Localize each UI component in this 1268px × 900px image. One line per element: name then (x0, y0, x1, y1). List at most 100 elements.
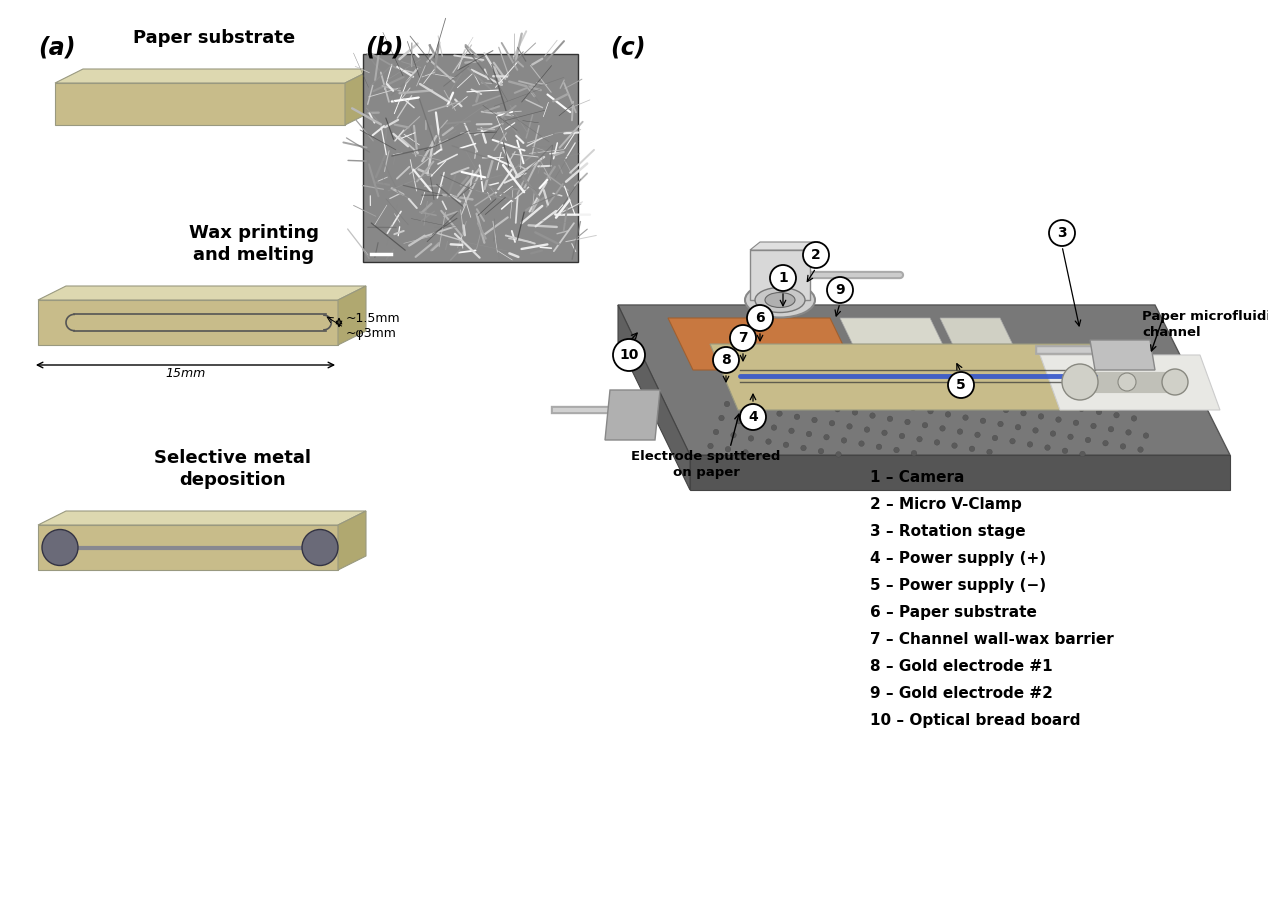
Circle shape (833, 361, 839, 367)
Circle shape (1009, 393, 1014, 399)
Text: (c): (c) (610, 35, 645, 59)
Polygon shape (55, 83, 345, 125)
Polygon shape (940, 318, 1025, 370)
Circle shape (886, 371, 891, 376)
Circle shape (42, 529, 79, 565)
Polygon shape (38, 286, 366, 300)
Circle shape (730, 325, 756, 351)
Circle shape (1103, 440, 1108, 446)
Circle shape (747, 391, 753, 396)
Circle shape (1003, 407, 1009, 413)
Circle shape (1068, 434, 1073, 439)
Circle shape (730, 432, 737, 438)
Circle shape (1049, 385, 1055, 392)
Circle shape (725, 446, 730, 452)
Circle shape (987, 449, 993, 454)
Circle shape (724, 401, 730, 407)
Circle shape (1137, 446, 1144, 453)
Ellipse shape (754, 287, 805, 312)
Circle shape (781, 352, 787, 357)
Text: 6 – Paper substrate: 6 – Paper substrate (870, 605, 1037, 620)
Circle shape (789, 428, 794, 434)
Circle shape (891, 356, 898, 363)
Circle shape (864, 382, 869, 387)
Circle shape (804, 341, 810, 346)
Circle shape (1056, 417, 1061, 422)
Circle shape (985, 404, 992, 410)
Circle shape (904, 419, 910, 425)
Polygon shape (38, 525, 339, 570)
Circle shape (729, 387, 735, 392)
Circle shape (770, 380, 776, 385)
Polygon shape (339, 286, 366, 345)
Circle shape (1032, 382, 1037, 388)
Circle shape (777, 410, 782, 417)
Text: 4: 4 (748, 410, 758, 424)
Circle shape (979, 373, 985, 378)
Text: (b): (b) (365, 35, 403, 59)
Circle shape (787, 382, 794, 389)
Circle shape (975, 432, 980, 437)
Circle shape (1009, 438, 1016, 444)
Circle shape (824, 435, 829, 440)
Circle shape (806, 431, 812, 436)
Circle shape (803, 242, 829, 268)
Polygon shape (55, 69, 373, 83)
Circle shape (1144, 433, 1149, 438)
Polygon shape (363, 54, 578, 262)
Circle shape (839, 347, 844, 353)
Circle shape (776, 365, 781, 371)
Circle shape (818, 448, 824, 454)
Circle shape (841, 437, 847, 443)
Circle shape (1049, 220, 1075, 246)
Circle shape (980, 418, 985, 424)
Circle shape (836, 452, 841, 457)
Circle shape (888, 416, 893, 421)
Circle shape (969, 400, 974, 407)
Circle shape (945, 366, 950, 372)
Text: 3 – Rotation stage: 3 – Rotation stage (870, 524, 1026, 539)
Circle shape (857, 396, 864, 401)
Circle shape (799, 355, 804, 360)
Circle shape (1136, 401, 1142, 407)
Circle shape (962, 415, 969, 420)
Circle shape (800, 400, 805, 406)
Circle shape (927, 364, 932, 369)
Circle shape (1045, 445, 1050, 450)
Circle shape (969, 446, 975, 452)
Circle shape (997, 376, 1002, 382)
Circle shape (851, 364, 857, 370)
Circle shape (917, 436, 922, 442)
Circle shape (875, 399, 881, 404)
Circle shape (770, 335, 775, 340)
Circle shape (763, 348, 770, 354)
Circle shape (1038, 414, 1044, 419)
Circle shape (846, 378, 851, 384)
Text: 10: 10 (619, 348, 639, 362)
Circle shape (1113, 412, 1120, 418)
Circle shape (1085, 437, 1090, 443)
Text: 8: 8 (721, 353, 730, 367)
Text: 1 – Camera: 1 – Camera (870, 470, 965, 485)
Circle shape (1032, 428, 1038, 433)
Circle shape (915, 392, 922, 397)
Text: 2: 2 (812, 248, 820, 262)
Circle shape (874, 354, 880, 359)
Ellipse shape (765, 292, 795, 308)
Circle shape (713, 347, 739, 373)
Text: ~1.5mm: ~1.5mm (346, 312, 401, 325)
Circle shape (1079, 406, 1084, 411)
Text: 3: 3 (1058, 226, 1066, 240)
Circle shape (817, 358, 822, 364)
Circle shape (857, 350, 862, 356)
Text: 8 – Gold electrode #1: 8 – Gold electrode #1 (870, 659, 1052, 674)
Circle shape (898, 388, 904, 393)
Text: 4 – Power supply (+): 4 – Power supply (+) (870, 551, 1046, 566)
Circle shape (852, 410, 857, 415)
Circle shape (961, 370, 967, 375)
Circle shape (957, 428, 962, 435)
Text: 6: 6 (756, 311, 765, 325)
Polygon shape (690, 455, 1230, 490)
Polygon shape (749, 250, 810, 300)
Circle shape (847, 424, 852, 429)
